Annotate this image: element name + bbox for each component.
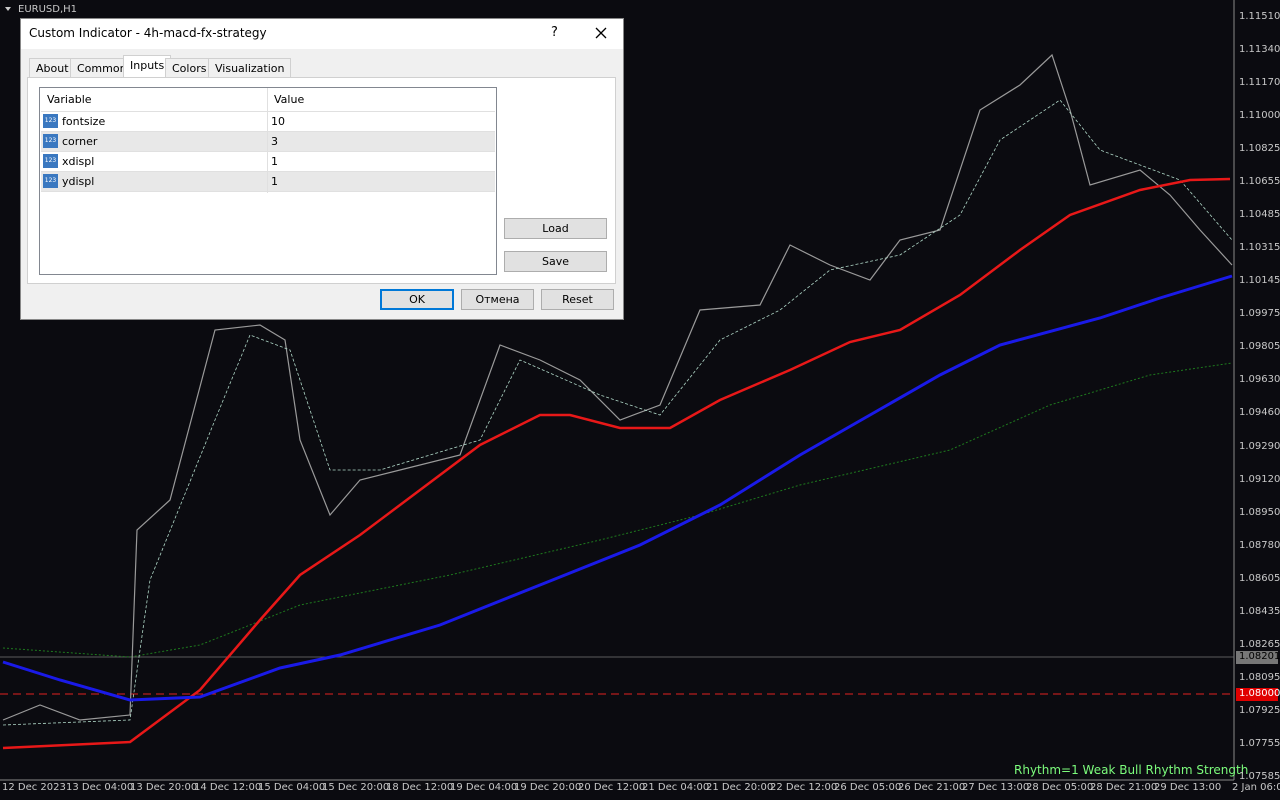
table-row[interactable]: 123 ydispl 1 [41,172,495,192]
time-tick-label: 21 Dec 20:00 [706,782,774,793]
column-divider [267,88,268,193]
time-tick-label: 14 Dec 12:00 [194,782,262,793]
dialog-title: Custom Indicator - 4h-macd-fx-strategy [29,26,267,40]
dialog: Custom Indicator - 4h-macd-fx-strategy ?… [20,18,624,320]
tab[interactable]: Common [70,58,134,78]
type-icon: 123 [43,154,58,168]
price-tick-label: 1.11000 [1239,110,1280,122]
time-tick-label: 18 Dec 12:00 [386,782,454,793]
indicator-label: Rhythm=1 Weak Bull Rhythm Strength [1014,763,1249,777]
price-tick-label: 1.10485 [1239,209,1280,221]
time-tick-label: 22 Dec 12:00 [770,782,838,793]
time-tick-label: 12 Dec 2023 [2,782,66,793]
close-button[interactable] [595,27,607,39]
table-row[interactable]: 123 xdispl 1 [41,152,495,172]
time-tick-label: 26 Dec 05:00 [834,782,902,793]
type-icon: 123 [43,134,58,148]
time-tick-label: 29 Dec 13:00 [1154,782,1222,793]
header-cell: Value [274,93,305,106]
price-tick-label: 1.09805 [1239,341,1280,353]
tab[interactable]: About [29,58,76,78]
price-tick-label: 1.09290 [1239,440,1280,452]
ma-fast [2,99,1233,726]
variable-cell: fontsize [62,115,106,128]
load-button[interactable]: Load [504,218,607,239]
price-tick-label: 1.10825 [1239,143,1280,155]
time-tick-label: 28 Dec 21:00 [1090,782,1158,793]
price-tick-label: 1.07585 [1239,770,1280,782]
table-header: Variable Value [41,88,495,112]
price-tick-label: 1.10315 [1239,242,1280,254]
price-tick-label: 1.08950 [1239,506,1280,518]
ma-blue [2,274,1233,702]
price-tick-label: 1.11170 [1239,77,1280,89]
header-cell: Variable [47,93,92,106]
level-price-tag [1236,688,1278,701]
variable-cell: xdispl [62,155,95,168]
price-tick-label: 1.10655 [1239,176,1280,188]
price-tick-label: 1.09460 [1239,407,1280,419]
time-tick-label: 13 Dec 04:00 [66,782,134,793]
help-button[interactable]: ? [551,25,558,40]
value-cell: 3 [271,135,278,148]
value-cell: 1 [271,155,278,168]
price-tick-label: 1.08265 [1239,638,1280,650]
price-tick-label: 1.10145 [1239,275,1280,287]
time-tick-label: 15 Dec 04:00 [258,782,326,793]
level-price: 1.08000 [1239,688,1280,699]
price-tick-label: 1.09630 [1239,374,1280,386]
tab-panel: Variable Value 123 fontsize 10 123 corner 3 12… [27,77,616,284]
time-tick-label: 13 Dec 20:00 [130,782,198,793]
type-icon: 123 [43,114,58,128]
type-icon: 123 [43,174,58,188]
cancel-button[interactable]: Отмена [461,289,534,310]
table-row[interactable]: 123 fontsize 10 [41,112,495,132]
price-tick-label: 1.11510 [1239,11,1280,22]
price-tick-label: 1.08435 [1239,605,1280,617]
time-tick-label: 2 Jan 06:00 [1232,782,1280,793]
time-tick-label: 28 Dec 05:00 [1026,782,1094,793]
time-tick-label: 20 Dec 12:00 [578,782,646,793]
price-line [2,53,1233,721]
price-tick-label: 1.07755 [1239,737,1280,749]
menu-arrow [5,7,11,11]
time-tick-label: 26 Dec 21:00 [898,782,966,793]
value-cell: 1 [271,175,278,188]
price-tick-label: 1.08605 [1239,572,1280,584]
time-tick-label: 15 Dec 20:00 [322,782,390,793]
save-button[interactable]: Save [504,251,607,272]
ma-red [2,177,1231,750]
current-price: 1.08201 [1239,651,1280,662]
price-tick-label: 1.07925 [1239,704,1280,716]
table-row[interactable]: 123 corner 3 [41,132,495,152]
current-price-tag [1236,651,1278,664]
ma-slow [2,362,1233,658]
tab-active[interactable]: Inputs [123,55,172,78]
price-tick-label: 1.09975 [1239,308,1280,320]
variable-cell: corner [62,135,98,148]
reset-button[interactable]: Reset [541,289,614,310]
time-tick-label: 27 Dec 13:00 [962,782,1030,793]
tab[interactable]: Colors [165,58,214,78]
time-tick-label: 19 Dec 20:00 [514,782,582,793]
inputs-table: Variable Value 123 fontsize 10 123 corner 3 12… [39,87,497,275]
tab[interactable]: Visualization [208,58,292,78]
time-tick-label: 19 Dec 04:00 [450,782,518,793]
price-tick-label: 1.09120 [1239,473,1280,485]
variable-cell: ydispl [62,175,95,188]
title-bar [21,19,623,49]
ok-button[interactable]: OK [380,289,454,310]
price-tick-label: 1.08780 [1239,539,1280,551]
price-tick-label: 1.08095 [1239,671,1280,683]
symbol-label: EURUSD,H1 [18,4,78,15]
price-tick-label: 1.11340 [1239,44,1280,56]
value-cell: 10 [271,115,285,128]
time-tick-label: 21 Dec 04:00 [642,782,710,793]
